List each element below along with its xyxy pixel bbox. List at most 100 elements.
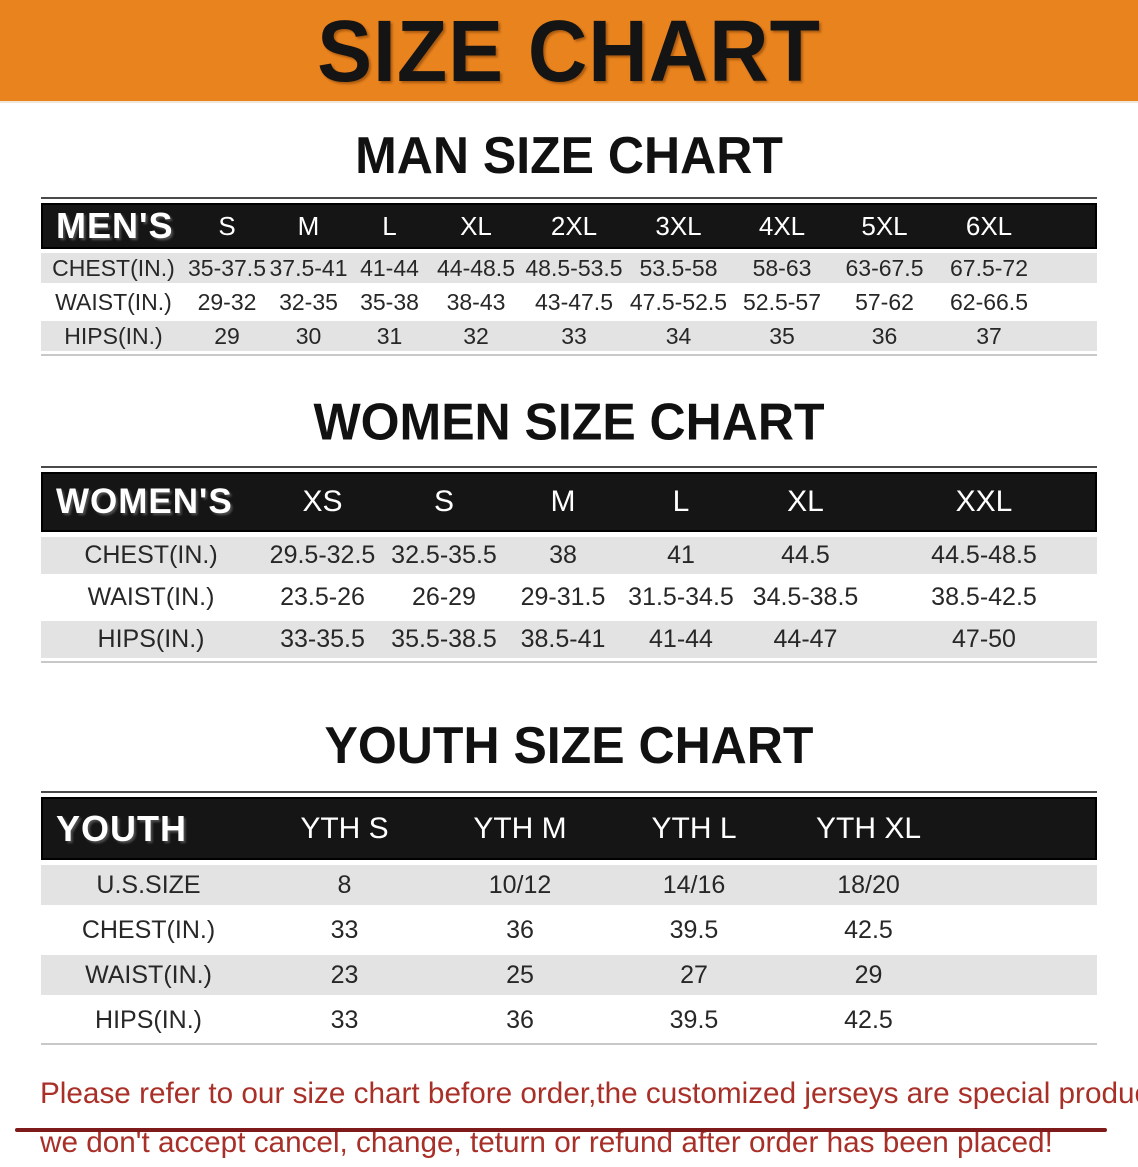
size-value: 32 [463, 322, 489, 349]
men-size-col: S [218, 210, 236, 241]
men-size-col: XL [460, 210, 492, 241]
size-value: 42.5 [844, 1005, 893, 1034]
size-value: 30 [295, 322, 322, 349]
table-bottom-rule [41, 354, 1097, 356]
size-value: 36 [871, 322, 898, 349]
size-value: 33 [561, 322, 587, 349]
youth-waist-row: WAIST(IN.) 23 25 27 29 [41, 955, 1097, 995]
women-table-header: WOMEN'S XS S M L XL XXL [41, 472, 1097, 532]
table-bottom-rule [41, 1043, 1097, 1045]
youth-size-col: YTH S [300, 811, 389, 845]
row-label: HIPS(IN.) [95, 1005, 202, 1034]
size-value: 52.5-57 [742, 288, 821, 315]
size-value: 44-47 [773, 625, 838, 653]
women-size-table: WOMEN'S XS S M L XL XXL CHEST(IN.) 29.5-… [41, 466, 1097, 663]
size-value: 38.5-41 [520, 625, 606, 653]
size-value: 31.5-34.5 [628, 583, 734, 611]
women-section: WOMEN SIZE CHART WOMEN'S XS S M L XL XXL… [0, 356, 1138, 663]
men-size-col: 6XL [965, 210, 1013, 241]
women-chest-row: CHEST(IN.) 29.5-32.5 32.5-35.5 38 41 44.… [41, 537, 1097, 574]
youth-section: YOUTH SIZE CHART YOUTH YTH S YTH M YTH L… [0, 663, 1138, 1045]
table-top-rule [41, 197, 1097, 199]
disclaimer-line-1: Please refer to our size chart before or… [40, 1077, 1138, 1110]
row-label: WAIST(IN.) [55, 288, 172, 315]
men-corner-label: MEN'S [56, 205, 174, 246]
table-bottom-rule [41, 661, 1097, 663]
size-value: 58-63 [752, 254, 812, 281]
size-value: 41 [667, 541, 695, 569]
size-value: 41-44 [360, 254, 419, 281]
size-value: 14/16 [662, 870, 726, 899]
youth-table-header: YOUTH YTH S YTH M YTH L YTH XL [41, 797, 1097, 860]
women-corner-label: WOMEN'S [56, 482, 233, 521]
size-value: 38.5-42.5 [931, 583, 1037, 611]
size-value: 8 [337, 870, 352, 899]
size-value: 33 [330, 915, 359, 944]
row-label: CHEST(IN.) [52, 254, 175, 281]
size-value: 42.5 [844, 915, 893, 944]
size-value: 39.5 [669, 915, 719, 944]
youth-ussize-row: U.S.SIZE 8 10/12 14/16 18/20 [41, 865, 1097, 905]
size-value: 43-47.5 [534, 288, 613, 315]
size-value: 44-48.5 [436, 254, 515, 281]
size-value: 31 [376, 322, 403, 349]
size-value: 35 [769, 322, 795, 349]
size-value: 25 [506, 960, 534, 989]
men-size-table: MEN'S S M L XL 2XL 3XL 4XL 5XL 6XL CHEST… [41, 197, 1097, 356]
men-table-header: MEN'S S M L XL 2XL 3XL 4XL 5XL 6XL [41, 203, 1097, 249]
size-value: 26-29 [412, 583, 476, 611]
men-chest-row: CHEST(IN.) 35-37.5 37.5-41 41-44 44-48.5… [41, 253, 1097, 283]
size-value: 29-31.5 [520, 583, 606, 611]
row-label: U.S.SIZE [96, 870, 201, 899]
size-value: 67.5-72 [949, 254, 1028, 281]
size-value: 34 [665, 322, 692, 349]
men-heading: MAN SIZE CHART [355, 126, 783, 185]
youth-size-col: YTH M [473, 811, 567, 845]
youth-hips-row: HIPS(IN.) 33 36 39.5 42.5 [41, 1000, 1097, 1040]
size-value: 41-44 [649, 625, 713, 653]
size-value: 47-50 [952, 625, 1016, 653]
size-value: 33-35.5 [280, 625, 365, 653]
men-size-col: 3XL [655, 210, 702, 241]
size-value: 36 [506, 1005, 534, 1034]
youth-heading: YOUTH SIZE CHART [324, 716, 814, 775]
size-value: 39.5 [669, 1005, 719, 1034]
women-size-col: XS [302, 485, 343, 518]
size-value: 35.5-38.5 [391, 625, 497, 653]
women-hips-row: HIPS(IN.) 33-35.5 35.5-38.5 38.5-41 41-4… [41, 621, 1097, 658]
size-value: 34.5-38.5 [752, 583, 859, 611]
women-size-col: XL [787, 485, 824, 518]
size-value: 18/20 [837, 870, 900, 899]
youth-size-table: YOUTH YTH S YTH M YTH L YTH XL U.S.SIZE … [41, 791, 1097, 1045]
size-value: 29.5-32.5 [269, 541, 376, 569]
women-size-col: L [672, 485, 690, 518]
men-size-col: 2XL [550, 210, 598, 241]
row-label: WAIST(IN.) [85, 960, 212, 989]
row-label: WAIST(IN.) [87, 583, 215, 611]
size-value: 23 [330, 960, 359, 989]
size-value: 38 [549, 541, 577, 569]
row-label: CHEST(IN.) [81, 915, 216, 944]
size-value: 63-67.5 [845, 254, 924, 281]
disclaimer-line-2: we don't accept cancel, change, teturn o… [40, 1126, 1053, 1159]
men-size-col: M [297, 210, 320, 241]
size-value: 48.5-53.5 [525, 254, 623, 281]
men-hips-row: HIPS(IN.) 29 30 31 32 33 34 35 36 37 [41, 321, 1097, 351]
men-section: MAN SIZE CHART MEN'S S M L XL 2XL 3XL 4X… [0, 103, 1138, 356]
size-value: 57-62 [855, 288, 914, 315]
men-size-col: L [382, 210, 397, 241]
size-value: 29 [214, 322, 240, 349]
men-size-col: 5XL [861, 210, 908, 241]
women-heading: WOMEN SIZE CHART [313, 392, 825, 451]
size-value: 27 [680, 960, 708, 989]
size-value: 53.5-58 [639, 254, 718, 281]
size-value: 33 [330, 1005, 359, 1034]
size-value: 44.5 [781, 541, 830, 569]
size-value: 29 [854, 960, 883, 989]
size-value: 62-66.5 [949, 288, 1028, 315]
size-value: 29-32 [197, 288, 257, 315]
table-top-rule [41, 466, 1097, 468]
size-value: 35-37.5 [187, 254, 266, 281]
banner-title: SIZE CHART [317, 1, 821, 100]
size-value: 35-38 [360, 288, 419, 315]
